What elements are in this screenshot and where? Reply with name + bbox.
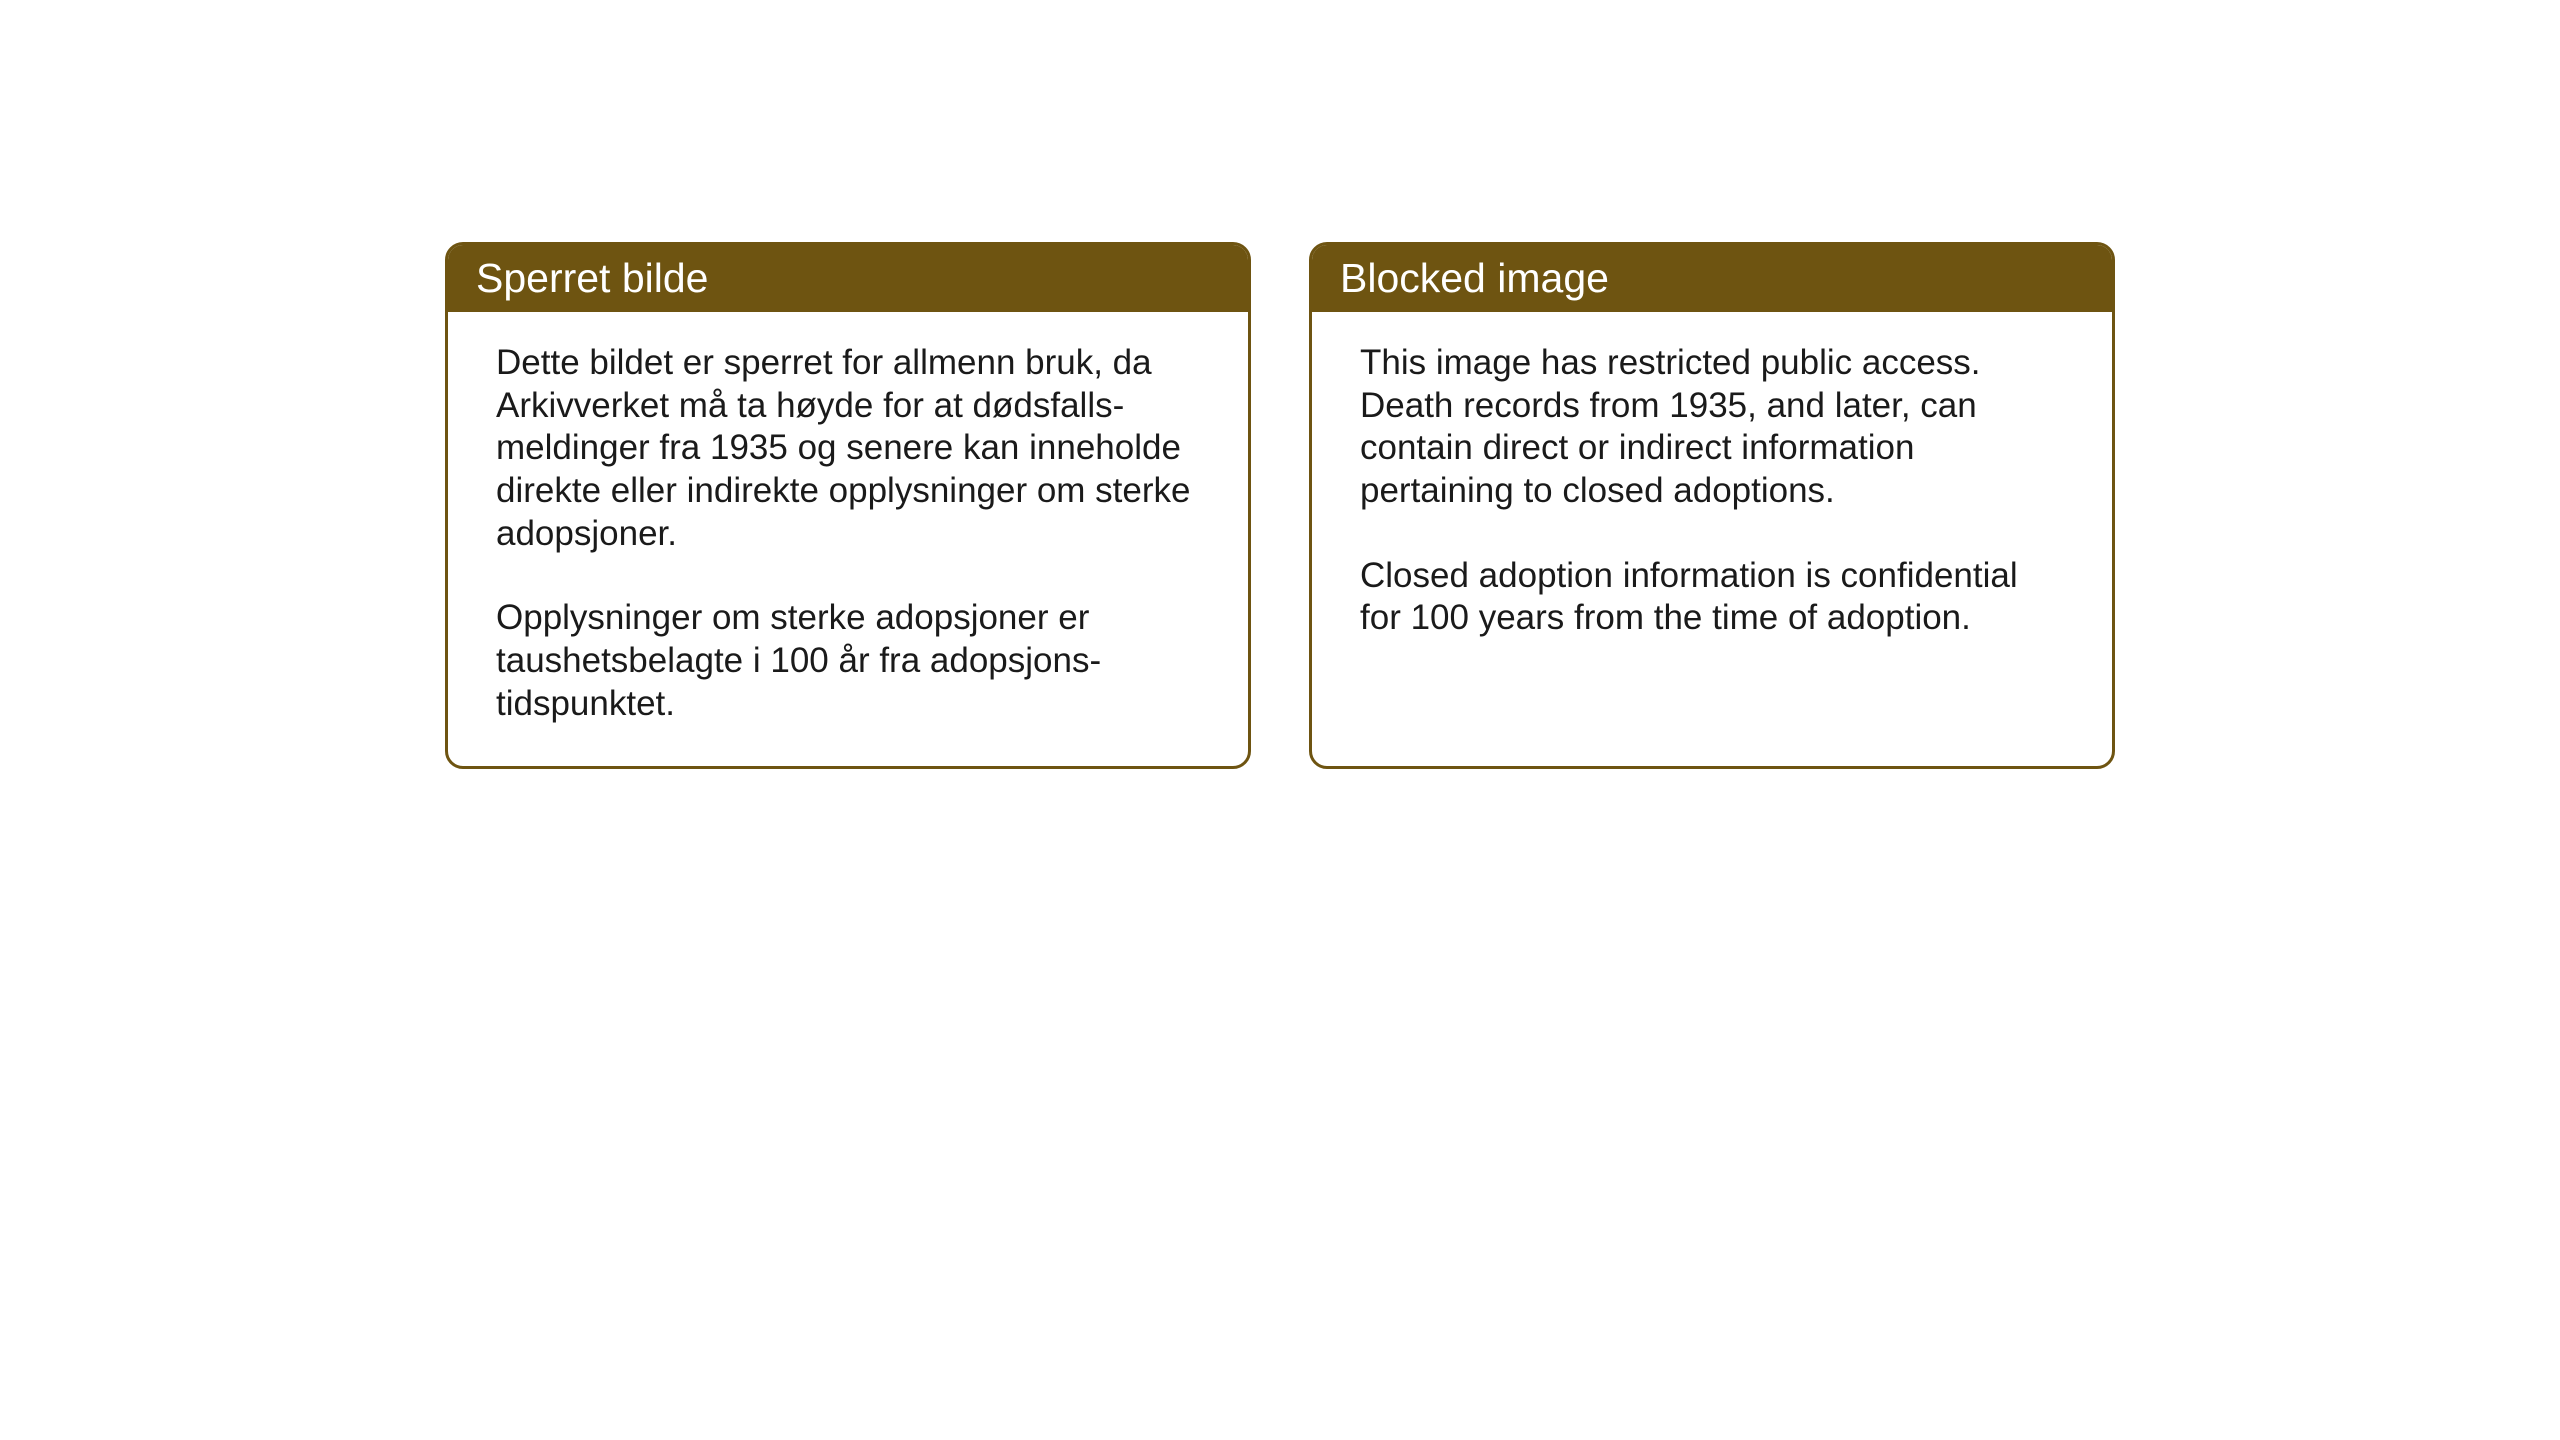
card-body-norwegian: Dette bildet er sperret for allmenn bruk… — [448, 312, 1248, 766]
card-body-english: This image has restricted public access.… — [1312, 312, 2112, 680]
notice-card-english: Blocked image This image has restricted … — [1309, 242, 2115, 769]
card-header-english: Blocked image — [1312, 245, 2112, 312]
notice-paragraph-2-norwegian: Opplysninger om sterke adopsjoner er tau… — [496, 597, 1200, 725]
notice-paragraph-1-norwegian: Dette bildet er sperret for allmenn bruk… — [496, 342, 1200, 555]
card-header-norwegian: Sperret bilde — [448, 245, 1248, 312]
notice-paragraph-1-english: This image has restricted public access.… — [1360, 342, 2064, 513]
notice-container: Sperret bilde Dette bildet er sperret fo… — [445, 242, 2115, 769]
notice-paragraph-2-english: Closed adoption information is confident… — [1360, 555, 2064, 640]
notice-card-norwegian: Sperret bilde Dette bildet er sperret fo… — [445, 242, 1251, 769]
